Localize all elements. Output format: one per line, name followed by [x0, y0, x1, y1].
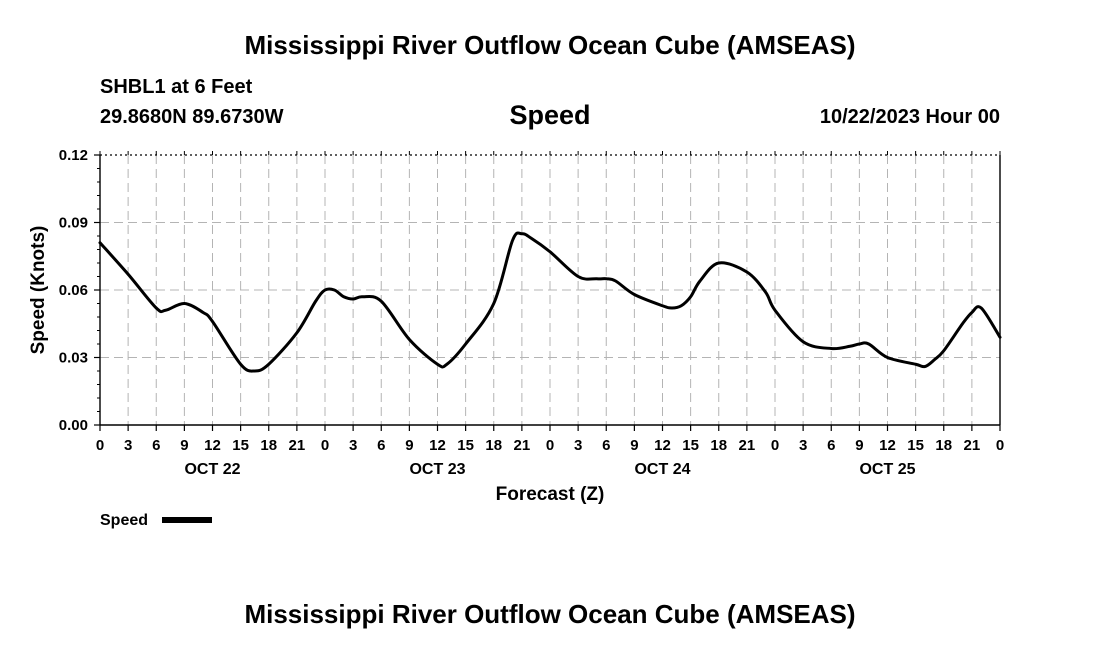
x-tick-label: 12 [654, 437, 671, 454]
series-layer [98, 231, 1002, 373]
y-tick-label: 0.00 [59, 417, 88, 434]
x-tick-label: 15 [232, 437, 249, 454]
x-tick-label: 9 [630, 437, 638, 454]
x-tick-label: 21 [289, 437, 306, 454]
x-tick-label: 0 [96, 437, 104, 454]
footer-title: Mississippi River Outflow Ocean Cube (AM… [244, 599, 856, 629]
speed-series-line [98, 231, 1002, 373]
y-axis-label: Speed (Knots) [28, 226, 49, 355]
x-tick-label: 0 [996, 437, 1004, 454]
x-tick-label: 6 [377, 437, 385, 454]
x-tick-label: 9 [855, 437, 863, 454]
x-tick-label: 21 [964, 437, 981, 454]
x-tick-label: 21 [514, 437, 531, 454]
forecast-datetime: 10/22/2023 Hour 00 [819, 106, 1000, 128]
coordinates-label: 29.8680N 89.6730W [100, 106, 284, 128]
x-tick-label: 21 [739, 437, 756, 454]
legend-label: Speed [100, 512, 148, 529]
x-tick-label: 12 [204, 437, 221, 454]
legend: Speed [100, 512, 212, 529]
x-tick-label: 3 [574, 437, 582, 454]
variable-title: Speed [509, 100, 591, 130]
tick-labels: 0 3 6 9 12 15 18 21 0 3 6 9 12 15 18 21 0 3 6 9 12 15 18 21 0 3 6 9… [59, 147, 1004, 478]
x-tick-label: 0 [546, 437, 554, 454]
x-tick-label: 18 [485, 437, 502, 454]
station-label: SHBL1 at 6 Feet [100, 76, 253, 98]
legend-swatch [162, 517, 212, 523]
x-tick-label: 6 [152, 437, 160, 454]
x-tick-label: 3 [349, 437, 357, 454]
x-tick-label: 12 [879, 437, 896, 454]
y-tick-label: 0.06 [59, 282, 88, 299]
x-tick-label: 15 [907, 437, 924, 454]
x-tick-label: 0 [771, 437, 779, 454]
x-tick-label: 18 [710, 437, 727, 454]
x-tick-label: 6 [827, 437, 835, 454]
day-label: OCT 25 [859, 461, 915, 478]
day-label: OCT 22 [184, 461, 240, 478]
x-tick-label: 3 [799, 437, 807, 454]
axes [94, 151, 1001, 431]
x-tick-label: 3 [124, 437, 132, 454]
y-tick-label: 0.09 [59, 215, 88, 232]
x-tick-label: 18 [935, 437, 952, 454]
x-tick-label: 9 [405, 437, 413, 454]
x-tick-label: 12 [429, 437, 446, 454]
x-tick-label: 9 [180, 437, 188, 454]
x-tick-label: 15 [457, 437, 474, 454]
x-tick-label: 15 [682, 437, 699, 454]
y-tick-label: 0.03 [59, 350, 88, 367]
chart-main-title: Mississippi River Outflow Ocean Cube (AM… [244, 30, 856, 60]
y-tick-label: 0.12 [59, 147, 88, 164]
x-axis-label: Forecast (Z) [496, 484, 605, 505]
day-label: OCT 23 [409, 461, 465, 478]
x-tick-label: 18 [260, 437, 277, 454]
day-label: OCT 24 [634, 461, 690, 478]
x-tick-label: 6 [602, 437, 610, 454]
grid-lines [100, 155, 1000, 425]
x-tick-label: 0 [321, 437, 329, 454]
